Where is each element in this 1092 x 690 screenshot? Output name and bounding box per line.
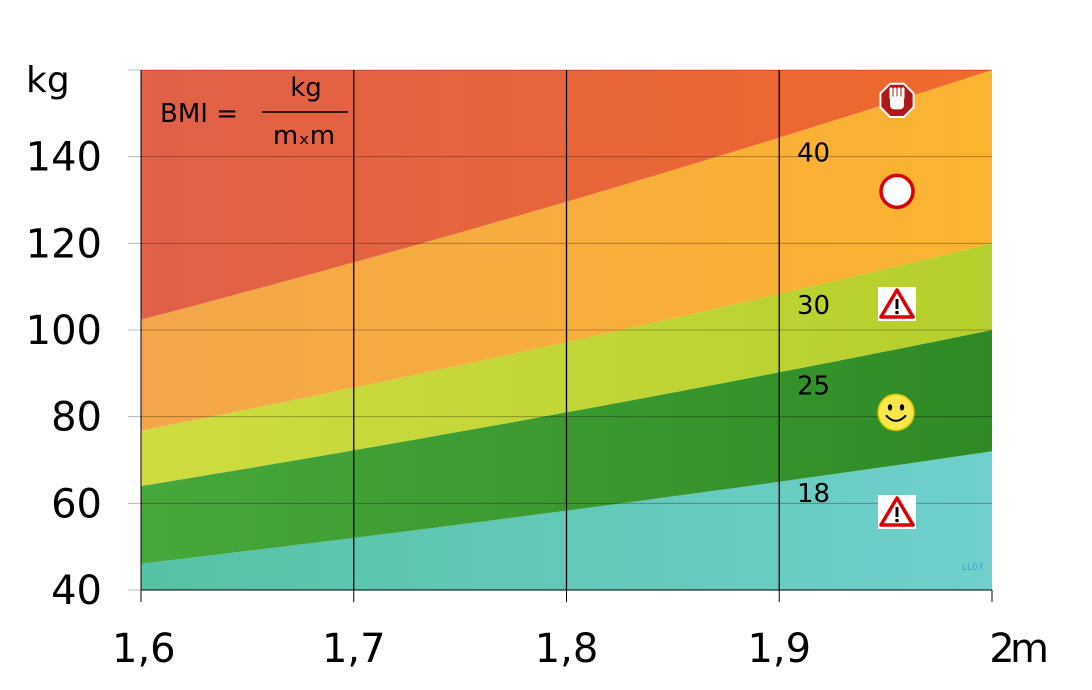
x-tick-label: 2 — [989, 626, 1014, 672]
grid — [128, 69, 992, 591]
circle-sign-icon — [879, 173, 915, 210]
y-tick-label: 40 — [51, 568, 102, 614]
formula-numerator: kg — [290, 73, 322, 103]
y-axis-label: kg — [26, 60, 70, 101]
warning-icon — [878, 287, 916, 321]
band-label-25: 25 — [797, 371, 830, 401]
bmi-formula: BMI = kg mₓm — [160, 73, 348, 151]
stop-hand-icon — [879, 82, 915, 118]
y-tick-label: 140 — [26, 135, 102, 181]
formula-lhs: BMI = — [160, 99, 238, 129]
x-tick-label: 1,9 — [747, 626, 811, 672]
band-label-30: 30 — [797, 291, 830, 321]
y-tick-label: 60 — [51, 481, 102, 527]
x-tick-label: 1,7 — [322, 626, 386, 672]
watermark: LL07 — [962, 563, 983, 573]
formula-denominator: mₓm — [273, 121, 335, 151]
axes: 1,6 1,7 1,8 1,9 2 40 60 80 100 120 140 — [26, 70, 1015, 672]
x-tick-label: 1,6 — [112, 626, 176, 672]
smiley-icon — [877, 393, 915, 432]
x-tick-label: 1,8 — [535, 626, 599, 672]
y-tick-label: 100 — [26, 308, 102, 354]
y-tick-label: 80 — [51, 395, 102, 441]
band-label-40: 40 — [797, 139, 830, 169]
band-label-18: 18 — [797, 479, 830, 509]
x-axis-label: m — [1010, 626, 1049, 672]
band-labels: 18 25 30 40 — [797, 139, 830, 509]
warning-icon — [878, 495, 916, 529]
y-tick-label: 120 — [26, 221, 102, 267]
icons — [877, 82, 916, 529]
